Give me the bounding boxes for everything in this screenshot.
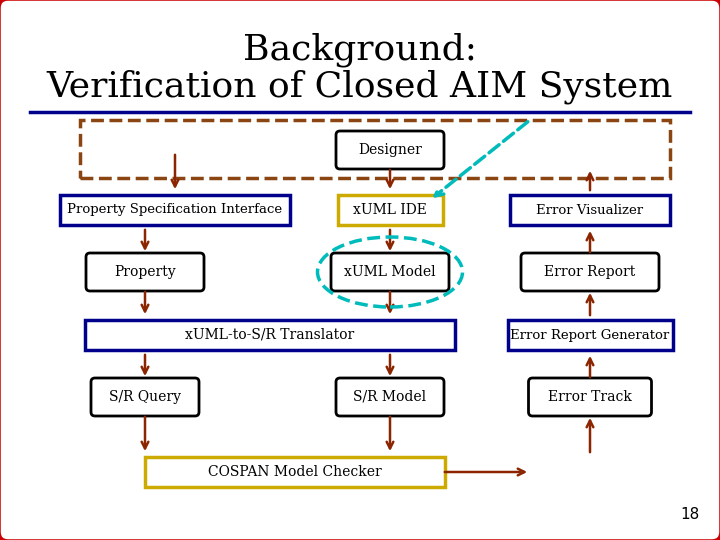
- Text: Error Track: Error Track: [548, 390, 632, 404]
- Text: COSPAN Model Checker: COSPAN Model Checker: [208, 465, 382, 479]
- FancyBboxPatch shape: [508, 320, 672, 350]
- FancyBboxPatch shape: [528, 378, 652, 416]
- FancyBboxPatch shape: [521, 253, 659, 291]
- FancyBboxPatch shape: [331, 253, 449, 291]
- Text: S/R Model: S/R Model: [354, 390, 426, 404]
- Text: Property: Property: [114, 265, 176, 279]
- Text: Verification of Closed AIM System: Verification of Closed AIM System: [47, 70, 673, 104]
- Text: Error Report Generator: Error Report Generator: [510, 328, 670, 341]
- FancyBboxPatch shape: [86, 253, 204, 291]
- Text: Error Visualizer: Error Visualizer: [536, 204, 644, 217]
- FancyBboxPatch shape: [91, 378, 199, 416]
- Text: Property Specification Interface: Property Specification Interface: [68, 204, 282, 217]
- FancyBboxPatch shape: [336, 131, 444, 169]
- FancyBboxPatch shape: [145, 457, 445, 487]
- Text: Error Report: Error Report: [544, 265, 636, 279]
- FancyBboxPatch shape: [60, 195, 290, 225]
- Text: 18: 18: [680, 507, 700, 522]
- FancyBboxPatch shape: [510, 195, 670, 225]
- FancyBboxPatch shape: [85, 320, 455, 350]
- FancyBboxPatch shape: [336, 378, 444, 416]
- Text: xUML-to-S/R Translator: xUML-to-S/R Translator: [185, 328, 355, 342]
- Text: xUML IDE: xUML IDE: [353, 203, 427, 217]
- Text: Designer: Designer: [358, 143, 422, 157]
- Text: S/R Query: S/R Query: [109, 390, 181, 404]
- Text: xUML Model: xUML Model: [344, 265, 436, 279]
- FancyBboxPatch shape: [338, 195, 443, 225]
- Text: Background:: Background:: [243, 33, 477, 68]
